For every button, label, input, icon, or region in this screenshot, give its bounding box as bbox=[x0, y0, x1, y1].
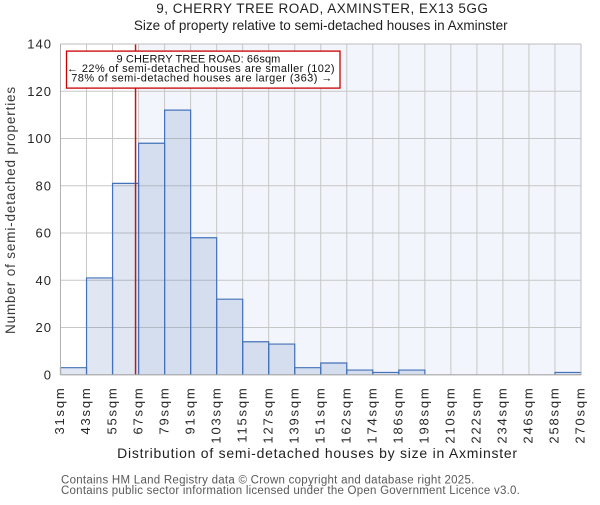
svg-text:79sqm: 79sqm bbox=[156, 387, 171, 435]
svg-text:0: 0 bbox=[44, 368, 52, 383]
svg-text:9, CHERRY TREE ROAD, AXMINSTER: 9, CHERRY TREE ROAD, AXMINSTER, EX13 5GG bbox=[156, 1, 488, 16]
svg-text:43sqm: 43sqm bbox=[78, 387, 93, 435]
svg-text:Size of property relative to s: Size of property relative to semi-detach… bbox=[134, 18, 508, 33]
svg-text:234sqm: 234sqm bbox=[495, 387, 510, 444]
svg-text:174sqm: 174sqm bbox=[365, 387, 380, 444]
svg-text:91sqm: 91sqm bbox=[182, 387, 197, 435]
svg-text:120: 120 bbox=[27, 84, 52, 99]
svg-text:Number of semi-detached proper: Number of semi-detached properties bbox=[3, 86, 18, 334]
svg-text:103sqm: 103sqm bbox=[208, 387, 223, 444]
svg-text:Distribution of semi-detached: Distribution of semi-detached houses by … bbox=[117, 445, 518, 461]
svg-text:139sqm: 139sqm bbox=[286, 387, 301, 444]
svg-text:186sqm: 186sqm bbox=[391, 387, 406, 444]
svg-text:210sqm: 210sqm bbox=[443, 387, 458, 444]
svg-text:198sqm: 198sqm bbox=[417, 387, 432, 444]
svg-text:162sqm: 162sqm bbox=[338, 387, 353, 444]
svg-text:55sqm: 55sqm bbox=[104, 387, 119, 435]
svg-text:60: 60 bbox=[36, 226, 52, 241]
svg-text:← 22% of semi-detached houses: ← 22% of semi-detached houses are smalle… bbox=[67, 63, 335, 75]
svg-text:9 CHERRY TREE ROAD: 66sqm: 9 CHERRY TREE ROAD: 66sqm bbox=[117, 53, 281, 65]
svg-text:151sqm: 151sqm bbox=[312, 387, 327, 444]
svg-text:115sqm: 115sqm bbox=[234, 387, 249, 443]
svg-text:246sqm: 246sqm bbox=[521, 387, 536, 444]
svg-text:258sqm: 258sqm bbox=[547, 387, 562, 444]
svg-text:222sqm: 222sqm bbox=[469, 387, 484, 444]
svg-text:140: 140 bbox=[27, 37, 52, 52]
svg-text:100: 100 bbox=[27, 131, 52, 146]
svg-text:20: 20 bbox=[36, 320, 52, 335]
svg-text:31sqm: 31sqm bbox=[52, 387, 67, 435]
svg-text:127sqm: 127sqm bbox=[260, 387, 275, 444]
svg-text:80: 80 bbox=[36, 178, 52, 193]
svg-text:Contains public sector informa: Contains public sector information licen… bbox=[61, 485, 520, 497]
svg-text:40: 40 bbox=[36, 273, 52, 288]
svg-text:78% of semi-detached houses ar: 78% of semi-detached houses are larger (… bbox=[71, 72, 333, 84]
svg-text:67sqm: 67sqm bbox=[130, 387, 145, 435]
svg-text:Contains HM Land Registry data: Contains HM Land Registry data © Crown c… bbox=[61, 474, 475, 486]
svg-text:270sqm: 270sqm bbox=[573, 387, 588, 444]
